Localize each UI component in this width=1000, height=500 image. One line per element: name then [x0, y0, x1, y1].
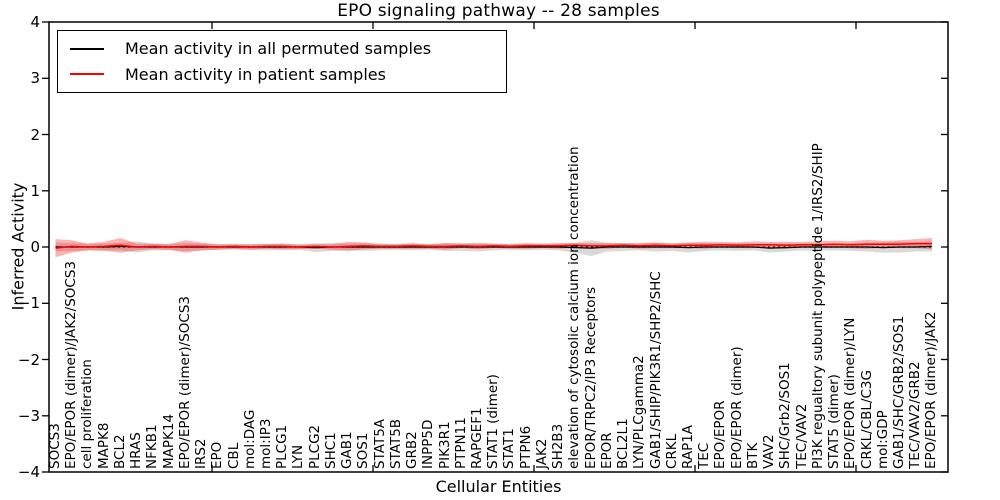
- x-tick-label: MAPK8: [95, 422, 112, 469]
- legend: Mean activity in all permuted samples Me…: [57, 30, 507, 93]
- legend-item-permuted: Mean activity in all permuted samples: [70, 39, 494, 58]
- x-tick-label: HRAS: [128, 432, 145, 469]
- x-tick-label: STAT5A: [371, 418, 388, 469]
- x-tick-label: GAB1: [339, 431, 356, 469]
- x-tick-label: LYN: [290, 444, 307, 469]
- x-tick-label: CBL: [225, 442, 242, 469]
- x-tick-label: EPO/EPOR (dimer)/SOCS3: [176, 295, 193, 469]
- y-tick-label: −4: [17, 463, 40, 481]
- y-tick-label: 1: [30, 181, 40, 200]
- x-tick-label: PTPN11: [452, 417, 469, 469]
- x-tick-label: GAB1/SHIP/PIK3R1/SHP2/SHC: [647, 271, 664, 469]
- x-tick-label: BCL2: [111, 434, 128, 469]
- x-tick-label: STAT1 (dimer): [485, 374, 502, 469]
- x-tick-label: elevation of cytosolic calcium ion conce…: [566, 146, 583, 469]
- x-tick-label: SOCS3: [47, 423, 63, 469]
- x-tick-label: mol:GDP: [874, 410, 891, 469]
- x-tick-label: RAP1A: [679, 424, 696, 469]
- x-tick-label: EPOR: [598, 432, 615, 469]
- x-tick-label: PIK3R1: [436, 421, 453, 469]
- chart-title: EPO signaling pathway -- 28 samples: [337, 1, 660, 21]
- x-tick-label: mol:IP3: [257, 418, 274, 469]
- x-tick-label: MAPK14: [160, 413, 177, 469]
- x-tick-label: RAPGEF1: [468, 407, 485, 469]
- x-tick-label: TEC/VAV2: [793, 403, 810, 469]
- x-tick-label: STAT1: [501, 428, 518, 469]
- x-tick-label: SH2B3: [550, 423, 567, 469]
- x-tick-label: CRKL: [663, 433, 680, 469]
- x-tick-label: VAV2: [761, 434, 778, 469]
- y-tick-label: 3: [30, 69, 40, 88]
- x-tick-label: IRS2: [193, 438, 210, 469]
- y-tick-label: −2: [17, 350, 40, 369]
- x-tick-label: TEC/VAV2/GRB2: [907, 361, 924, 469]
- x-tick-label: EPOR/TRPC2/IP3 Receptors: [582, 286, 599, 469]
- x-tick-label: SHC/Grb2/SOS1: [777, 362, 794, 469]
- x-tick-label: PLCG1: [274, 424, 291, 469]
- x-tick-label: STAT5B: [387, 418, 404, 469]
- x-tick-label: EPO/EPOR (dimer)/JAK2: [923, 311, 940, 469]
- legend-item-patient: Mean activity in patient samples: [70, 65, 494, 84]
- legend-label-permuted: Mean activity in all permuted samples: [125, 39, 432, 59]
- legend-line-sample-patient: [70, 73, 104, 76]
- permuted-std-band: [55, 240, 932, 256]
- x-tick-label: EPO/EPOR (dimer)/LYN: [842, 317, 859, 469]
- x-tick-label: LYN/PLCgamma2: [631, 355, 648, 469]
- x-tick-label: EPO/EPOR (dimer)/JAK2/SOCS3: [63, 261, 80, 469]
- y-tick-label: 2: [30, 125, 40, 144]
- x-tick-label: STAT5 (dimer): [826, 374, 843, 469]
- patient-mean-line: [55, 242, 932, 249]
- y-tick-label: −3: [17, 406, 40, 425]
- legend-line-sample-permuted: [70, 47, 104, 50]
- x-tick-label: GAB1/SHC/GRB2/SOS1: [890, 315, 907, 469]
- x-tick-label: BCL2L1: [615, 418, 632, 469]
- y-tick-label: 0: [30, 238, 40, 256]
- x-axis-label: Cellular Entities: [435, 477, 562, 496]
- x-tick-label: PI3K regualtory subunit polypeptide 1/IR…: [809, 143, 826, 469]
- x-tick-label: PTPN6: [517, 425, 534, 469]
- x-tick-label: EPO/EPOR: [712, 400, 729, 469]
- x-tick-label: EPO: [209, 441, 226, 469]
- y-tick-label: 4: [30, 13, 40, 31]
- x-tick-label: JAK2: [533, 438, 550, 469]
- x-tick-label: SOS1: [355, 432, 372, 469]
- x-tick-label: mol:DAG: [241, 409, 258, 469]
- x-tick-label: SHC1: [322, 432, 339, 469]
- x-tick-label: BTK: [744, 442, 761, 469]
- x-tick-label: cell proliferation: [79, 359, 96, 469]
- x-tick-label: NFKB1: [144, 424, 161, 469]
- y-tick-label: −1: [17, 294, 40, 313]
- x-tick-label: TEC: [696, 442, 713, 469]
- legend-label-patient: Mean activity in patient samples: [125, 64, 386, 84]
- x-tick-label: CRKL/CBL/C3G: [858, 370, 875, 469]
- x-tick-label: GRB2: [404, 431, 421, 469]
- x-tick-label: EPO/EPOR (dimer): [728, 346, 745, 469]
- x-tick-label: INPP5D: [420, 419, 437, 469]
- x-tick-label: PLCG2: [306, 424, 323, 469]
